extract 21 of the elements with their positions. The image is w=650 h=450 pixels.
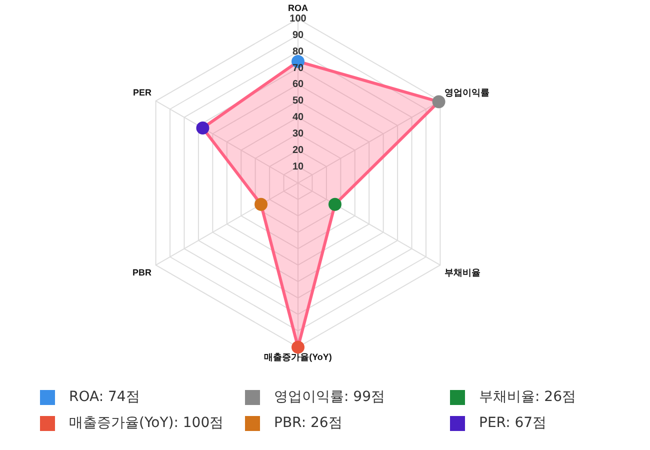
- y-tick-label: 30: [292, 128, 304, 140]
- y-tick-label: 40: [292, 112, 304, 124]
- spoke-label: PBR: [132, 267, 152, 278]
- y-tick-label: 80: [292, 46, 304, 58]
- y-tick-label: 10: [292, 161, 304, 172]
- spoke-label: 영업이익률: [444, 87, 490, 98]
- spoke-label: PER: [132, 87, 152, 98]
- y-tick-label: 90: [292, 30, 304, 41]
- text: PBR: 26점: [274, 414, 342, 432]
- spoke-label: 매출증가율(YoY): [264, 352, 332, 362]
- y-tick-label: 20: [292, 144, 304, 156]
- y-tick-label: 100: [290, 14, 307, 25]
- y-tick-label: 60: [292, 79, 304, 90]
- text: 부채비율: 26점: [479, 388, 576, 406]
- y-tick-label: 50: [292, 96, 304, 107]
- spoke-label: ROA: [288, 2, 308, 13]
- text: ROA: 74점: [69, 388, 140, 406]
- text: PER: 67점: [479, 414, 547, 432]
- text: 매출증가율(YoY): 100점: [69, 414, 224, 432]
- text: 영업이익률: 99점: [274, 388, 385, 406]
- spoke-label: 부채비율: [444, 267, 481, 278]
